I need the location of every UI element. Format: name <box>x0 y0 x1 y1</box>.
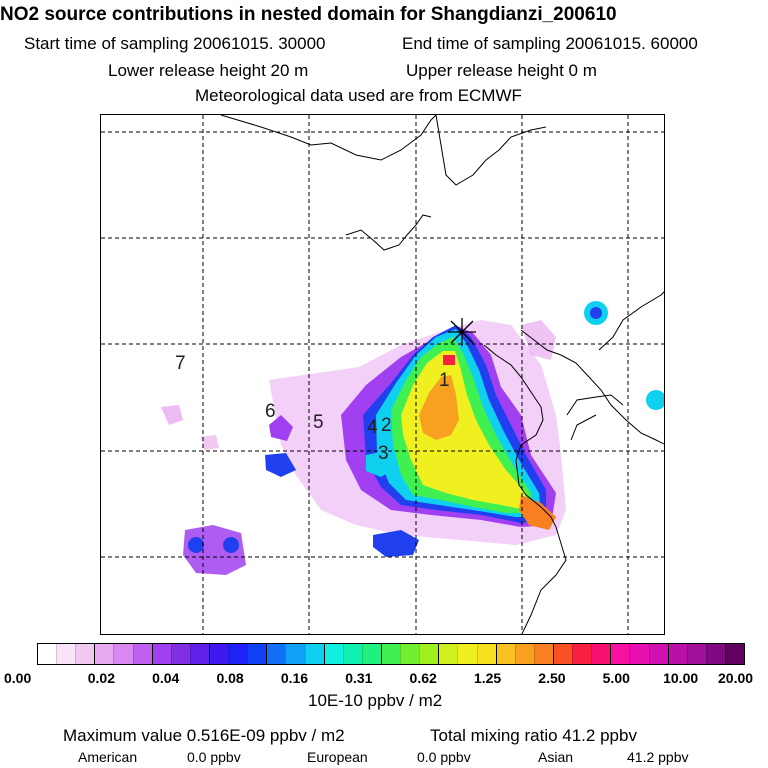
colorbar-tick-label: 0.00 <box>4 670 32 686</box>
colorbar-cell <box>705 644 725 664</box>
total-mixing-ratio-label: Total mixing ratio 41.2 ppbv <box>430 726 637 745</box>
source-label-3: 3 <box>378 443 389 464</box>
colorbar-unit-label: 10E-10 ppbv / m2 <box>308 691 443 710</box>
colorbar-cell <box>113 644 133 664</box>
maximum-value-label: Maximum value 0.516E-09 ppbv / m2 <box>63 726 345 745</box>
source-label-2: 2 <box>381 415 392 436</box>
colorbar-cell <box>170 644 190 664</box>
start-time-label: Start time of sampling 20061015. 30000 <box>24 34 326 53</box>
source-label-5: 5 <box>313 412 324 433</box>
colorbar-cell <box>285 644 305 664</box>
colorbar-cell <box>572 644 592 664</box>
colorbar-tick-label: 0.08 <box>216 670 244 686</box>
colorbar-tick-label: 1.25 <box>473 670 502 686</box>
colorbar-tick-label: 0.04 <box>152 670 180 686</box>
colorbar-cell <box>495 644 515 664</box>
colorbar-cell <box>266 644 286 664</box>
colorbar-tick-label: 5.00 <box>602 670 630 686</box>
colorbar-tick-label: 20.00 <box>718 670 754 686</box>
colorbar-cell <box>94 644 114 664</box>
source-label-1: 1 <box>439 370 450 391</box>
colorbar-cell <box>56 644 76 664</box>
colorbar-cell <box>610 644 630 664</box>
map-svg <box>101 115 664 634</box>
colorbar-cell <box>629 644 649 664</box>
colorbar-cell <box>304 644 324 664</box>
asian-value: 41.2 ppbv <box>627 749 689 765</box>
colorbar-cell <box>419 644 439 664</box>
european-name: European <box>307 749 368 765</box>
colorbar-cell <box>476 644 496 664</box>
european-value: 0.0 ppbv <box>417 749 471 765</box>
colorbar-cell <box>457 644 477 664</box>
colorbar-cell <box>552 644 573 664</box>
colorbar-tick-label: 0.31 <box>345 670 373 686</box>
american-value: 0.0 ppbv <box>187 749 241 765</box>
colorbar-cell <box>151 644 171 664</box>
colorbar-cell <box>323 644 343 664</box>
colorbar-tick-label: 0.62 <box>409 670 437 686</box>
chart-title: NO2 source contributions in nested domai… <box>0 4 617 25</box>
american-name: American <box>78 749 138 765</box>
upper-release-height-label: Upper release height 0 m <box>406 61 597 80</box>
colorbar-cell <box>667 644 687 664</box>
colorbar-cell <box>361 644 381 664</box>
colorbar-cell <box>438 644 458 664</box>
plume <box>161 301 664 575</box>
map-panel: 1 2 3 4 5 6 7 <box>100 114 665 635</box>
colorbar-cell <box>189 644 209 664</box>
colorbar-cell <box>380 644 401 664</box>
colorbar-cell <box>591 644 611 664</box>
colorbar-tick-label: 10.00 <box>663 670 699 686</box>
colorbar-cell <box>132 644 152 664</box>
end-time-label: End time of sampling 20061015. 60000 <box>402 34 698 53</box>
colorbar-cell <box>648 644 668 664</box>
colorbar-cell <box>400 644 420 664</box>
colorbar-cell <box>533 644 553 664</box>
colorbar-cell <box>75 644 95 664</box>
coastlines <box>220 115 664 634</box>
colorbar-cell <box>724 644 745 664</box>
meteorological-data-label: Meteorological data used are from ECMWF <box>195 86 522 105</box>
source-label-6: 6 <box>265 401 276 422</box>
colorbar-cell <box>208 644 229 664</box>
source-label-7: 7 <box>175 353 186 374</box>
source-label-4: 4 <box>367 417 378 438</box>
colorbar-cell <box>38 644 57 664</box>
receptor-star-icon <box>448 318 476 346</box>
colorbar-cell <box>247 644 267 664</box>
colorbar-tick-label: 0.02 <box>87 670 115 686</box>
colorbar <box>37 643 745 665</box>
colorbar-cell <box>514 644 534 664</box>
lower-release-height-label: Lower release height 20 m <box>108 61 309 80</box>
colorbar-cell <box>342 644 362 664</box>
colorbar-cell <box>686 644 706 664</box>
asian-name: Asian <box>538 749 574 765</box>
colorbar-tick-label: 0.16 <box>280 670 309 686</box>
colorbar-tick-label: 2.50 <box>538 670 566 686</box>
colorbar-cell <box>228 644 248 664</box>
graticule <box>101 115 664 634</box>
